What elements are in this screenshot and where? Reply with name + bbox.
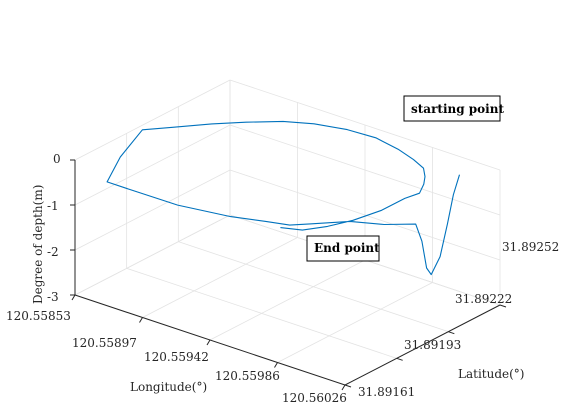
y-tick-label: 31.89193 [404, 338, 461, 352]
y-tick-label: 31.89222 [455, 292, 512, 306]
z-tick-label: -1 [47, 199, 59, 213]
y-axis-line [344, 304, 501, 386]
starting-point-box [403, 95, 501, 122]
x-tick-mark [206, 339, 211, 346]
x-tick-mark [139, 317, 143, 323]
end-point-box [306, 235, 380, 262]
y-tick-mark [448, 331, 455, 335]
y-tick-mark [396, 357, 403, 361]
y-axis-label: Latitude(°) [458, 367, 524, 381]
x-tick-mark [274, 362, 278, 368]
x-tick-label: 120.55942 [144, 350, 209, 364]
y-tick-mark [499, 304, 507, 308]
floor-grid-line [209, 259, 366, 341]
x-tick-mark [341, 384, 346, 391]
y-tick-mark [344, 384, 352, 388]
back-wall-grid-line [229, 124, 501, 216]
z-axis-label: Degree of depth(m) [31, 185, 45, 304]
x-tick-label: 120.55853 [6, 309, 71, 323]
z-tick-label: -2 [47, 245, 59, 259]
x-axis-label: Longitude(°) [130, 380, 207, 394]
z-tick-label: 0 [53, 152, 61, 166]
floor-grid-line [126, 267, 397, 359]
y-tick-label: 31.89161 [358, 385, 415, 399]
tick-marks [70, 159, 507, 391]
x-tick-mark [71, 294, 76, 301]
trajectory-line [106, 120, 461, 276]
z-tick-label: -3 [47, 290, 59, 304]
side-wall-grid-line [74, 124, 231, 206]
floor-grid-line [277, 282, 433, 363]
x-tick-label: 120.55897 [72, 336, 137, 350]
side-wall-grid-line [74, 169, 231, 251]
end-point-label: End point [314, 241, 380, 255]
x-tick-label: 120.55986 [215, 369, 280, 383]
floor-grid-line [178, 241, 449, 333]
back-wall-grid-line [229, 169, 501, 261]
axis-labels: Longitude(°) Latitude(°) Degree of depth… [31, 185, 524, 394]
x-tick-label: 120.56026 [282, 391, 347, 405]
tick-labels: 120.55853 120.55897 120.55942 120.55986 … [6, 152, 559, 405]
side-wall-grid-line [74, 214, 231, 296]
annotations: starting point End point [306, 95, 504, 262]
series-layer [106, 120, 461, 276]
starting-point-label: starting point [411, 102, 504, 116]
y-tick-label: 31.89252 [502, 240, 559, 254]
side-wall-grid-line [74, 79, 231, 161]
back-wall-grid-line [229, 79, 501, 171]
floor-grid-line [142, 237, 298, 318]
